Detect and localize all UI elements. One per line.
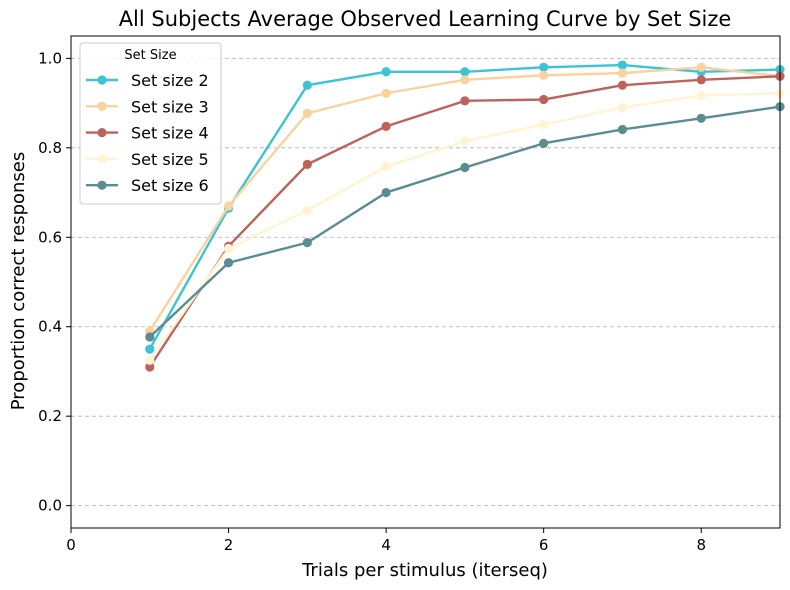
data-point xyxy=(302,108,312,118)
legend-swatch-marker xyxy=(97,75,107,85)
data-point xyxy=(539,119,549,130)
data-point xyxy=(381,88,391,98)
series-2 xyxy=(145,62,785,336)
legend-items: Set size 2 Set size 3 Set size 4 Set size 5… xyxy=(86,71,209,195)
data-point xyxy=(381,162,391,172)
data-point xyxy=(302,205,312,216)
legend-item: Set size 2 xyxy=(86,71,209,90)
data-point xyxy=(145,355,155,365)
y-axis-label: Proportion correct responses xyxy=(8,152,29,410)
y-tick-label: 1.0 xyxy=(38,49,62,67)
plot-frame xyxy=(70,35,781,529)
data-point xyxy=(460,96,470,106)
x-tick-label: 6 xyxy=(539,536,549,554)
data-point xyxy=(617,60,628,70)
legend-label: Set size 3 xyxy=(131,97,209,116)
legend-swatch-marker xyxy=(97,180,107,190)
data-point xyxy=(617,68,628,78)
data-point xyxy=(460,162,470,173)
data-point xyxy=(696,75,706,85)
data-point xyxy=(223,243,234,254)
x-tick-label: 0 xyxy=(66,536,76,554)
series-line xyxy=(148,66,781,332)
data-point xyxy=(539,94,549,105)
data-point xyxy=(617,80,628,90)
legend-item: Set size 3 xyxy=(86,97,209,116)
data-point xyxy=(617,102,628,113)
legend-swatch-marker xyxy=(97,128,107,138)
legend-item: Set size 6 xyxy=(86,176,209,195)
series-layer xyxy=(145,60,785,372)
grid-lines xyxy=(71,57,780,507)
series-4 xyxy=(145,88,785,365)
data-point xyxy=(223,258,234,268)
data-point xyxy=(302,80,312,90)
legend-swatch-marker xyxy=(97,154,107,164)
legend-label: Set size 4 xyxy=(131,124,209,143)
data-point xyxy=(223,201,234,211)
legend-label: Set size 5 xyxy=(131,150,209,169)
series-5 xyxy=(145,102,785,342)
data-point xyxy=(696,113,706,123)
legend-label: Set size 6 xyxy=(131,176,209,195)
data-point xyxy=(145,332,155,342)
data-point xyxy=(460,75,470,85)
chart-title: All Subjects Average Observed Learning C… xyxy=(119,7,732,31)
legend-label: Set size 2 xyxy=(131,71,209,90)
data-point xyxy=(460,136,470,146)
y-tick-label: 0.6 xyxy=(38,228,62,246)
x-tick-label: 8 xyxy=(696,536,706,554)
y-tick-label: 0.0 xyxy=(38,497,62,515)
legend-title: Set Size xyxy=(124,48,176,63)
legend-swatch-marker xyxy=(97,101,107,111)
y-tick-label: 0.2 xyxy=(38,407,62,425)
data-point xyxy=(381,187,391,198)
data-point xyxy=(539,70,549,80)
x-axis-label: Trials per stimulus (iterseq) xyxy=(301,560,548,581)
x-tick-label: 4 xyxy=(381,536,391,554)
data-point xyxy=(696,62,706,72)
data-point xyxy=(539,138,549,148)
x-tick-label: 2 xyxy=(224,536,234,554)
data-point xyxy=(460,67,470,77)
y-axis-ticks: 0.0 0.2 0.4 0.6 0.8 1.0 xyxy=(38,49,71,515)
legend-box xyxy=(79,42,222,205)
data-point xyxy=(381,67,391,77)
data-point xyxy=(145,344,155,354)
data-point xyxy=(302,238,312,248)
x-axis-ticks: 0 2 4 6 8 xyxy=(66,528,706,554)
data-point xyxy=(302,159,312,169)
y-tick-label: 0.8 xyxy=(38,139,62,157)
data-point xyxy=(539,62,549,72)
series-line xyxy=(148,63,781,350)
data-point xyxy=(381,121,391,131)
y-tick-label: 0.4 xyxy=(38,318,62,336)
legend-item: Set size 4 xyxy=(86,124,209,143)
data-point xyxy=(145,362,155,372)
data-point xyxy=(696,90,706,101)
series-line xyxy=(148,92,781,361)
legend-item: Set size 5 xyxy=(86,150,209,169)
data-point xyxy=(617,124,628,135)
